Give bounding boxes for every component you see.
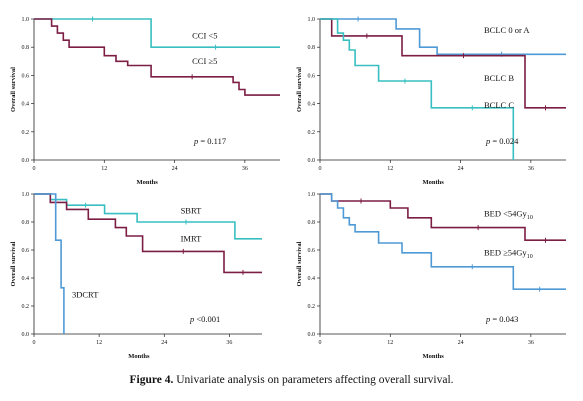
x-tick-label: 0 — [319, 340, 322, 346]
y-tick-label: 1.0 — [22, 192, 30, 198]
y-tick-label: 0.0 — [22, 158, 30, 164]
series-line-1 — [320, 18, 566, 56]
y-tick-label: 1.0 — [308, 17, 316, 23]
y-tick-label: 0.6 — [308, 248, 316, 254]
p-value-label: p = 0.117 — [193, 136, 226, 146]
curve-label: BCLC 0 or A — [484, 25, 530, 35]
x-tick-label: 24 — [458, 166, 464, 172]
curve-label: BCLC B — [484, 73, 514, 83]
chart-panel-2: 0.0 0.2 0.4 0.6 0.8 1.0 0 12 24 36 Months Overall s… — [296, 16, 566, 186]
x-axis-title: Months — [423, 353, 445, 360]
x-tick-label: 36 — [226, 340, 232, 346]
y-tick-label: 0.2 — [308, 130, 316, 136]
p-symbol: p — [189, 314, 194, 324]
chart-panel-4: 0.0 0.2 0.4 0.6 0.8 1.0 0 12 24 36 Months Overall s… — [296, 192, 566, 360]
curve-label: CCI ≥5 — [192, 56, 217, 66]
y-tick-label: 0.4 — [308, 276, 316, 282]
curve-label: SBRT — [181, 206, 203, 216]
figure-caption: Figure 4. Univariate analysis on paramet… — [0, 374, 583, 386]
y-tick-label: 0.8 — [308, 45, 316, 51]
curve-label: BCLC C — [484, 100, 514, 110]
curve-label: 3DCRT — [72, 290, 99, 300]
caption-label: Figure 4. — [129, 374, 174, 386]
y-tick-label: 0.0 — [22, 332, 30, 338]
x-axis-title: Months — [137, 179, 159, 186]
x-tick-label: 12 — [387, 340, 393, 346]
x-tick-label: 12 — [387, 166, 393, 172]
y-tick-label: 0.0 — [308, 332, 316, 338]
x-axis-title: Months — [128, 353, 150, 360]
y-tick-label: 0.2 — [22, 304, 30, 310]
y-tick-label: 0.8 — [22, 45, 30, 51]
y-axis-title: Overall survival — [10, 241, 17, 286]
curve-label: CCI <5 — [192, 31, 217, 41]
p-value-label: p = 0.043 — [485, 314, 518, 324]
y-tick-label: 0.6 — [22, 248, 30, 254]
p-value-label: p = 0.024 — [485, 136, 519, 146]
x-tick-label: 12 — [96, 340, 102, 346]
caption-text: Univariate analysis on parameters affect… — [173, 374, 454, 386]
y-tick-label: 0.2 — [22, 130, 30, 136]
y-tick-label: 0.0 — [308, 158, 316, 164]
y-tick-label: 0.8 — [308, 220, 316, 226]
y-tick-label: 0.4 — [22, 276, 30, 282]
series-line-2 — [320, 18, 566, 109]
p-symbol: p — [485, 314, 490, 324]
y-axis-title: Overall survival — [296, 241, 303, 286]
p-symbol: p — [485, 136, 490, 146]
series-line-3 — [34, 193, 65, 334]
curve-label-subscript: 10 — [527, 254, 533, 260]
curve-label: IMRT — [181, 234, 203, 244]
y-axis-title: Overall survival — [10, 67, 17, 112]
y-tick-label: 0.4 — [22, 102, 30, 108]
y-tick-label: 1.0 — [308, 192, 316, 198]
curve-label: BED <54Gy10 — [484, 208, 533, 221]
series-line-1 — [34, 193, 262, 240]
x-tick-label: 24 — [458, 340, 464, 346]
series-line-2 — [320, 193, 566, 291]
x-tick-label: 24 — [161, 340, 167, 346]
curve-label: BED ≥54Gy10 — [484, 248, 533, 261]
x-tick-label: 24 — [172, 166, 178, 172]
series-line-3 — [320, 18, 515, 160]
y-tick-label: 0.8 — [22, 220, 30, 226]
x-tick-label: 12 — [101, 166, 107, 172]
y-tick-label: 0.6 — [22, 73, 30, 79]
x-tick-label: 0 — [33, 166, 36, 172]
p-symbol: p — [193, 136, 198, 146]
x-tick-label: 36 — [528, 340, 534, 346]
y-tick-label: 0.4 — [308, 102, 316, 108]
x-tick-label: 36 — [528, 166, 534, 172]
y-tick-label: 0.2 — [308, 304, 316, 310]
y-tick-label: 1.0 — [22, 17, 30, 23]
y-axis-title: Overall survival — [296, 67, 303, 112]
chart-panel-1: 0.0 0.2 0.4 0.6 0.8 1.0 0 12 24 36 Months Overall s… — [10, 16, 280, 186]
series-line-2 — [34, 18, 280, 96]
series-line-1 — [34, 18, 280, 49]
curve-label-subscript: 10 — [527, 215, 533, 221]
p-value-label: p <0.001 — [189, 314, 220, 324]
chart-panel-3: 0.0 0.2 0.4 0.6 0.8 1.0 0 12 24 36 Months Overall s… — [10, 192, 262, 360]
x-tick-label: 0 — [33, 340, 36, 346]
y-tick-label: 0.6 — [308, 73, 316, 79]
x-tick-label: 36 — [242, 166, 248, 172]
x-tick-label: 0 — [319, 166, 322, 172]
x-axis-title: Months — [423, 179, 445, 186]
